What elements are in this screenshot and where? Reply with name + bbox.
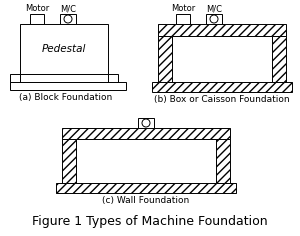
Bar [76, 139, 216, 183]
Bar [216, 139, 230, 183]
Bar [62, 128, 230, 139]
Bar [176, 14, 190, 24]
Bar [108, 74, 118, 82]
Bar [10, 82, 126, 90]
Circle shape [64, 15, 72, 23]
Bar [20, 24, 108, 74]
Text: M/C: M/C [60, 4, 76, 13]
Circle shape [210, 15, 218, 23]
Bar [62, 139, 76, 183]
Bar [60, 14, 76, 24]
Text: Pedestal: Pedestal [42, 44, 86, 54]
Text: M/C: M/C [206, 4, 222, 13]
Bar [10, 74, 20, 82]
Bar [152, 82, 292, 92]
Bar [158, 36, 172, 82]
Bar [272, 36, 286, 82]
Bar [158, 24, 286, 36]
Bar [206, 14, 222, 24]
Circle shape [142, 119, 150, 127]
Bar [56, 183, 236, 193]
Bar [30, 14, 44, 24]
Bar [138, 118, 154, 128]
Text: (a) Block Foundation: (a) Block Foundation [20, 93, 112, 102]
Text: Motor: Motor [25, 4, 49, 13]
Bar [172, 36, 272, 82]
Text: (b) Box or Caisson Foundation: (b) Box or Caisson Foundation [154, 95, 290, 104]
Text: (c) Wall Foundation: (c) Wall Foundation [102, 196, 190, 205]
Text: Motor: Motor [171, 4, 195, 13]
Text: Figure 1 Types of Machine Foundation: Figure 1 Types of Machine Foundation [32, 215, 268, 228]
Bar [20, 74, 108, 82]
